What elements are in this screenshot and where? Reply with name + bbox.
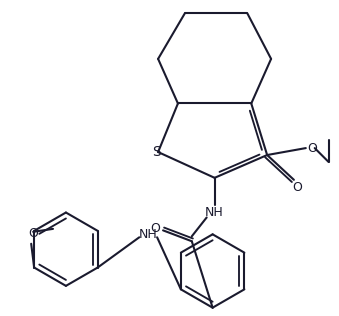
Text: O: O [28, 227, 38, 240]
Text: O: O [307, 142, 317, 155]
Text: O: O [292, 181, 302, 194]
Text: NH: NH [139, 228, 158, 241]
Text: S: S [152, 145, 160, 159]
Text: O: O [150, 222, 160, 235]
Text: NH: NH [205, 206, 224, 219]
